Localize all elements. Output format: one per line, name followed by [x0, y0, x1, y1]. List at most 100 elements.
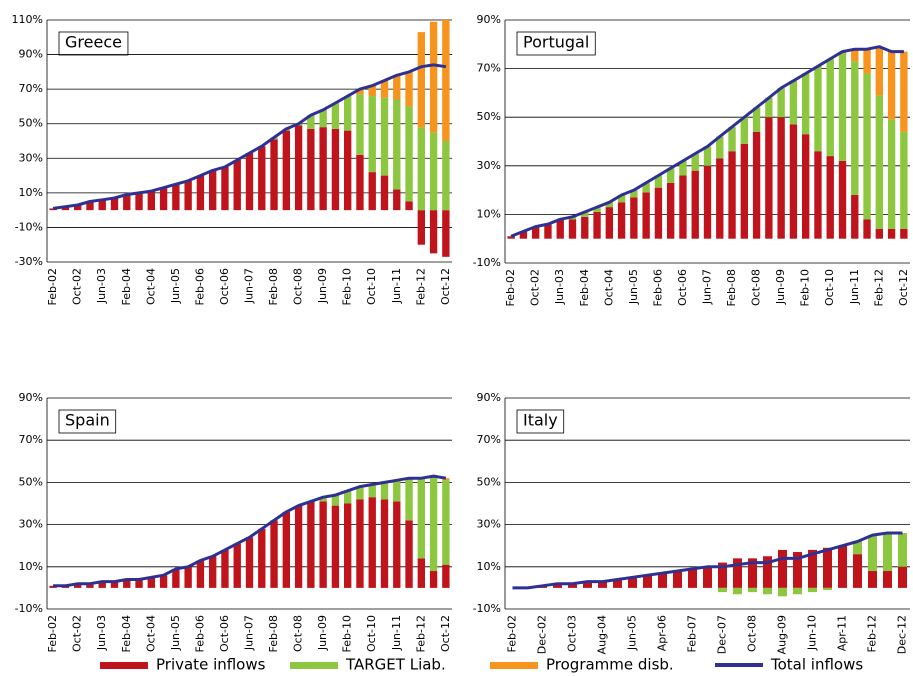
bar	[793, 587, 802, 595]
bar	[442, 20, 450, 141]
bar	[417, 478, 425, 559]
bar	[393, 501, 401, 588]
bar	[748, 558, 757, 588]
bar	[393, 189, 401, 211]
bar	[405, 478, 413, 521]
x-tick-label: Feb-12	[414, 268, 427, 305]
bar	[49, 208, 57, 211]
bar	[233, 543, 241, 588]
bar	[853, 554, 862, 588]
bar	[74, 583, 82, 588]
bar	[368, 172, 376, 211]
bar	[393, 99, 401, 190]
bar	[605, 202, 613, 208]
bar	[282, 511, 290, 588]
bar	[691, 170, 699, 239]
bar	[331, 495, 340, 506]
y-tick-label: 70%	[19, 433, 43, 446]
bar	[802, 134, 810, 239]
x-tick-label: Oct-04	[144, 615, 157, 652]
x-tick-label: Aug-09	[776, 615, 789, 654]
x-tick-label: Feb-08	[267, 615, 280, 652]
bar	[344, 96, 352, 131]
bar	[270, 139, 278, 211]
y-tick-label: 110%	[12, 13, 43, 26]
x-tick-label: Jun-11	[390, 615, 403, 651]
x-tick-label: Jun-05	[627, 269, 640, 305]
bar	[752, 107, 761, 132]
bar	[172, 568, 180, 588]
bar	[691, 153, 699, 171]
bar	[356, 499, 364, 588]
x-tick-label: Feb-02	[504, 269, 517, 306]
legend-label: Private inflows	[156, 656, 266, 674]
bar	[658, 573, 667, 588]
bar	[581, 216, 589, 239]
x-tick-label: Oct-02	[71, 615, 84, 652]
bar	[331, 128, 340, 211]
x-tick-label: Jun-10	[806, 615, 819, 651]
bar	[752, 131, 761, 239]
bar	[679, 175, 687, 239]
total-line	[512, 531, 903, 590]
bar	[556, 219, 564, 239]
x-tick-label: Oct-12	[439, 268, 452, 305]
x-tick-label: Jun-07	[701, 269, 714, 305]
bar	[778, 549, 787, 588]
bar	[740, 117, 748, 144]
bar	[703, 146, 712, 166]
bar	[429, 210, 438, 254]
bar	[863, 73, 871, 220]
legend-swatch	[290, 662, 338, 669]
bar	[86, 583, 94, 588]
bar	[209, 556, 217, 588]
bar	[356, 154, 364, 211]
bar	[86, 201, 94, 211]
bar	[716, 158, 724, 239]
y-tick-label: -10%	[473, 256, 501, 269]
x-tick-label: Jun-09	[316, 268, 329, 304]
bar	[233, 160, 241, 211]
y-tick-label: 10%	[477, 207, 501, 220]
bar	[777, 117, 785, 239]
bar	[628, 577, 637, 588]
bar	[356, 94, 364, 155]
bar	[598, 581, 607, 588]
bar	[823, 587, 832, 591]
x-tick-label: Apr-11	[836, 615, 849, 651]
bar	[507, 236, 515, 239]
bar	[900, 228, 908, 239]
x-tick-label: Aug-04	[596, 615, 609, 654]
x-tick-label: Oct-06	[218, 615, 231, 652]
y-tick-label: -30%	[15, 255, 43, 268]
bar	[808, 587, 817, 593]
bar	[826, 58, 834, 157]
bar	[221, 549, 229, 588]
bar	[405, 71, 413, 107]
bar	[630, 197, 638, 239]
x-tick-label: Feb-10	[341, 268, 354, 305]
bar	[887, 119, 896, 229]
bar	[307, 115, 315, 129]
x-tick-label: Jun-03	[95, 615, 108, 651]
bar	[853, 541, 862, 555]
bar	[282, 130, 290, 211]
x-tick-label: Jun-05	[169, 615, 182, 651]
bar	[826, 156, 834, 239]
bar	[851, 49, 859, 62]
x-tick-label: Feb-02	[46, 615, 59, 652]
panel-title-box	[58, 409, 117, 434]
bar	[519, 231, 528, 239]
bar	[900, 131, 908, 229]
bar	[442, 480, 450, 565]
bar	[630, 190, 638, 198]
bar	[838, 160, 847, 239]
bar	[258, 146, 266, 211]
bar	[900, 51, 908, 132]
panel-title-box	[58, 31, 129, 56]
bar	[319, 109, 327, 128]
bar	[823, 547, 832, 588]
bar	[898, 533, 907, 567]
bar	[380, 97, 389, 176]
